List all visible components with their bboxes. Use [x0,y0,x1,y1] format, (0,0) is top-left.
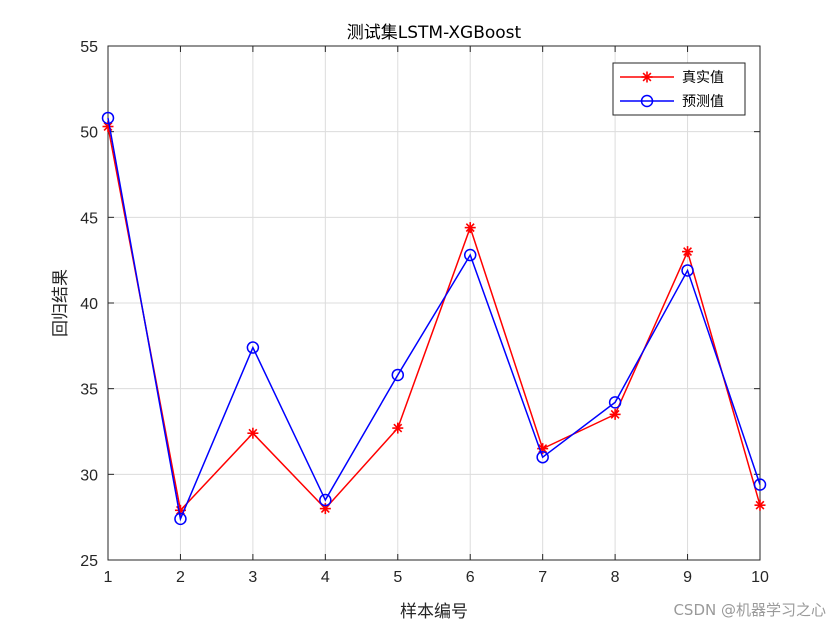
y-tick-label: 55 [80,39,98,56]
data-point [681,264,694,277]
x-tick-labels: 1 2 3 4 5 6 7 8 9 10 [104,569,769,586]
y-tick-label: 35 [80,382,98,399]
data-point [608,396,622,409]
x-tick-label: 8 [611,569,620,586]
y-tick-label: 45 [80,210,98,227]
data-point [391,368,405,382]
watermark: CSDN @机器学习之心 [673,601,826,619]
x-tick-label: 5 [393,569,402,586]
legend-item: 真实值 [620,70,724,86]
data-point [246,341,260,354]
data-point [464,222,476,234]
data-point [609,408,621,420]
x-tick-label: 1 [104,569,113,586]
legend-label: 真实值 [682,70,724,86]
data-point [682,246,694,258]
series-layer [101,111,767,526]
data-point [319,503,331,515]
x-tick-label: 4 [321,569,330,586]
y-tick-label: 50 [80,125,98,142]
x-tick-label: 10 [751,569,769,586]
legend-item: 预测值 [620,94,724,110]
data-point [247,427,259,439]
x-tick-label: 2 [176,569,185,586]
x-tick-label: 9 [683,569,692,586]
x-tick-label: 3 [248,569,257,586]
series-predicted [101,111,767,526]
data-point [754,499,766,511]
data-point [463,248,477,262]
y-tick-labels: 25 30 35 40 45 50 55 [80,39,98,570]
series-line [107,117,761,522]
data-point [101,111,115,125]
data-point [392,422,404,434]
x-axis-label: 样本编号 [400,602,468,622]
series-line [107,126,761,512]
legend-box [612,62,746,116]
y-tick-label: 30 [80,467,98,484]
y-tick-label: 40 [80,296,98,313]
y-tick-label: 25 [80,553,98,570]
data-point [319,493,332,507]
x-tick-label: 7 [538,569,547,586]
legend-label: 预测值 [682,94,724,110]
data-point [753,478,767,491]
series-actual [102,121,766,516]
x-tick-label: 6 [466,569,475,586]
legend-marker [640,94,654,108]
legend-marker [641,71,653,83]
data-point [536,450,549,464]
y-axis-label: 回归结果 [51,269,71,337]
chart-title: 测试集LSTM-XGBoost [347,23,522,43]
data-point [174,512,187,526]
